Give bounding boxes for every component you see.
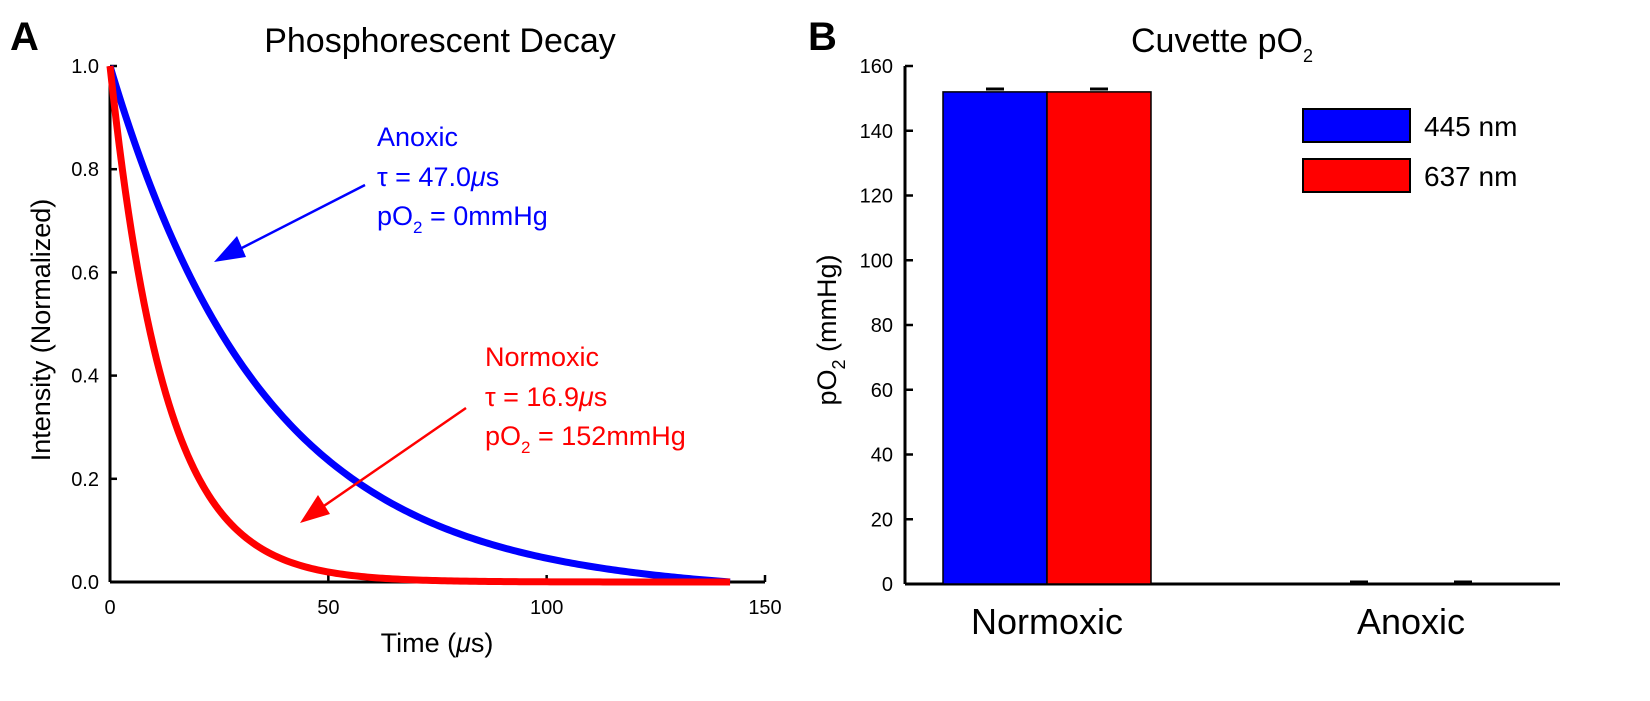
- chart-a-x-tick-label: 100: [530, 597, 563, 619]
- annotation-normoxic: Normoxic τ = 16.9μs pO2 = 152mmHg: [300, 342, 686, 523]
- chart-b-bars: [942, 87, 1472, 585]
- bar-normoxic-445-nm: [942, 91, 1048, 585]
- panel-b-letter: B: [808, 15, 837, 59]
- chart-a-title: Phosphorescent Decay: [264, 22, 616, 60]
- annotation-normoxic-tau: τ = 16.9μs: [485, 382, 607, 412]
- category-label-anoxic: Anoxic: [1357, 601, 1465, 642]
- chart-a-x-tick-label: 150: [748, 597, 781, 619]
- chart-a-ticks: 0 50 100 150 0.0 0.2 0.4 0.6 0.8 1.0: [71, 56, 782, 619]
- chart-a-y-tick-label: 1.0: [71, 56, 99, 78]
- annotation-anoxic-label: Anoxic: [377, 122, 458, 152]
- chart-b-y-tick-label: 60: [871, 380, 893, 402]
- bar-normoxic-637-nm: [1046, 91, 1152, 585]
- chart-b-y-tick-label: 80: [871, 315, 893, 337]
- annotation-anoxic-arrowhead: [214, 236, 246, 262]
- annotation-normoxic-label: Normoxic: [485, 342, 599, 372]
- chart-b-y-tick-label: 0: [882, 574, 893, 596]
- legend-label-637-nm: 637 nm: [1424, 161, 1517, 192]
- chart-b-y-tick-label: 100: [860, 250, 893, 272]
- chart-a-x-label: Time (μs): [381, 628, 494, 658]
- chart-a-y-tick-label: 0.4: [71, 366, 99, 388]
- panel-a: A Phosphorescent Decay 0 50 100 150 0.0 0.2 0.…: [10, 15, 782, 658]
- chart-a-x-tick-label: 50: [317, 597, 339, 619]
- chart-a-y-tick-label: 0.0: [71, 572, 99, 594]
- category-label-normoxic: Normoxic: [971, 601, 1123, 642]
- annotation-anoxic-tau: τ = 47.0μs: [377, 162, 499, 192]
- chart-b-y-tick-label: 120: [860, 186, 893, 208]
- annotation-anoxic-arrow-line: [231, 183, 366, 255]
- chart-b-title: Cuvette pO2: [1131, 22, 1313, 66]
- legend-swatch-445-nm: [1302, 108, 1411, 143]
- chart-b-y-tick-label: 160: [860, 56, 893, 78]
- chart-b-y-tick-label: 20: [871, 509, 893, 531]
- panel-a-letter: A: [10, 15, 39, 59]
- legend-swatch-637-nm: [1302, 158, 1411, 193]
- chart-a-y-tick-label: 0.2: [71, 469, 99, 491]
- series-line-normoxic: [106, 65, 731, 586]
- chart-a-y-tick-label: 0.8: [71, 159, 99, 181]
- annotation-normoxic-arrow-line: [317, 406, 467, 512]
- series-line-anoxic: [106, 64, 731, 586]
- chart-a-series: [106, 64, 731, 586]
- annotation-normoxic-arrowhead: [300, 495, 330, 523]
- annotation-normoxic-po2: pO2 = 152mmHg: [485, 421, 686, 457]
- chart-a-x-tick-label: 0: [104, 597, 115, 619]
- chart-a-y-tick-label: 0.6: [71, 262, 99, 284]
- panel-b: B Cuvette pO2 0 20 40 60 80 100 120 140 160 Norm…: [808, 15, 1560, 642]
- chart-b-y-tick-label: 140: [860, 121, 893, 143]
- chart-b-legend: 445 nm 637 nm: [1302, 108, 1517, 193]
- chart-b-ticks: 0 20 40 60 80 100 120 140 160: [860, 56, 913, 596]
- legend-label-445-nm: 445 nm: [1424, 111, 1517, 142]
- chart-a-y-label: Intensity (Normalized): [26, 199, 56, 462]
- annotation-anoxic-po2: pO2 = 0mmHg: [377, 201, 548, 237]
- chart-b-y-tick-label: 40: [871, 445, 893, 467]
- annotation-anoxic: Anoxic τ = 47.0μs pO2 = 0mmHg: [214, 122, 548, 262]
- chart-b-y-label: pO2 (mmHg): [812, 254, 849, 405]
- chart-b-categories: Normoxic Anoxic: [971, 601, 1465, 642]
